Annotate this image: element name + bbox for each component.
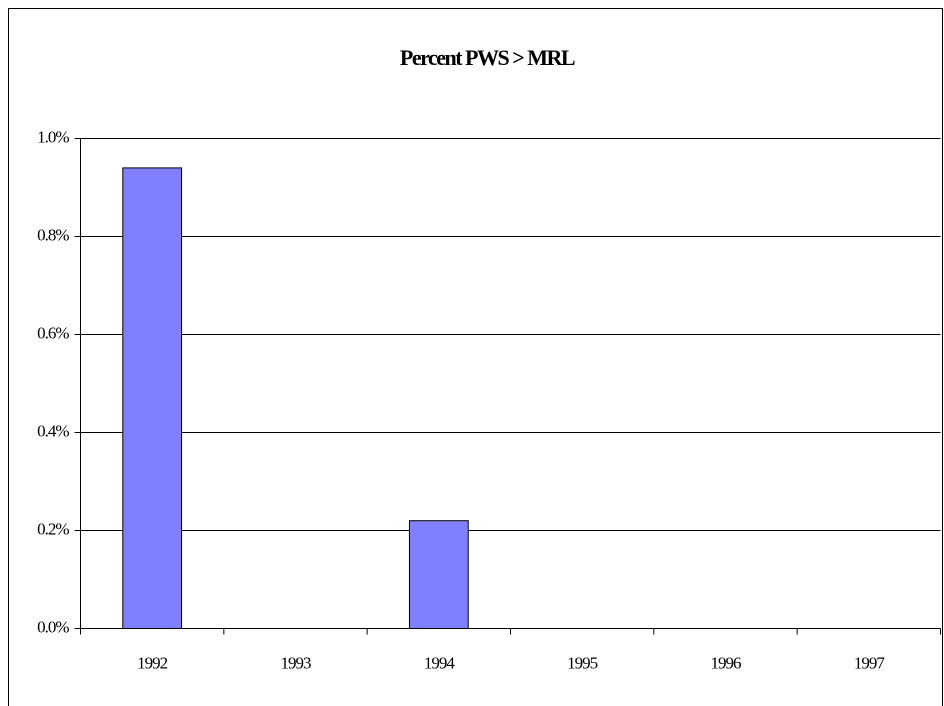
bar <box>122 167 183 629</box>
y-tick-label: 1.0% <box>37 127 69 146</box>
y-tick-label: 0.4% <box>37 421 69 440</box>
x-tick-label: 1992 <box>137 653 168 672</box>
y-tick-label: 0.8% <box>37 225 69 244</box>
x-tick-label: 1994 <box>424 653 456 672</box>
y-tick-label: 0.6% <box>37 323 69 342</box>
chart-title: Percent PWS > MRL <box>400 45 575 70</box>
x-tick-label: 1997 <box>854 653 886 672</box>
bar <box>408 520 469 630</box>
x-tick-label: 1996 <box>711 653 742 672</box>
x-tick-label: 1995 <box>567 653 598 672</box>
y-tick-label: 0.2% <box>37 519 69 538</box>
x-tick-label: 1993 <box>281 653 312 672</box>
chart-frame <box>8 8 943 706</box>
y-tick-label: 0.0% <box>37 617 69 636</box>
